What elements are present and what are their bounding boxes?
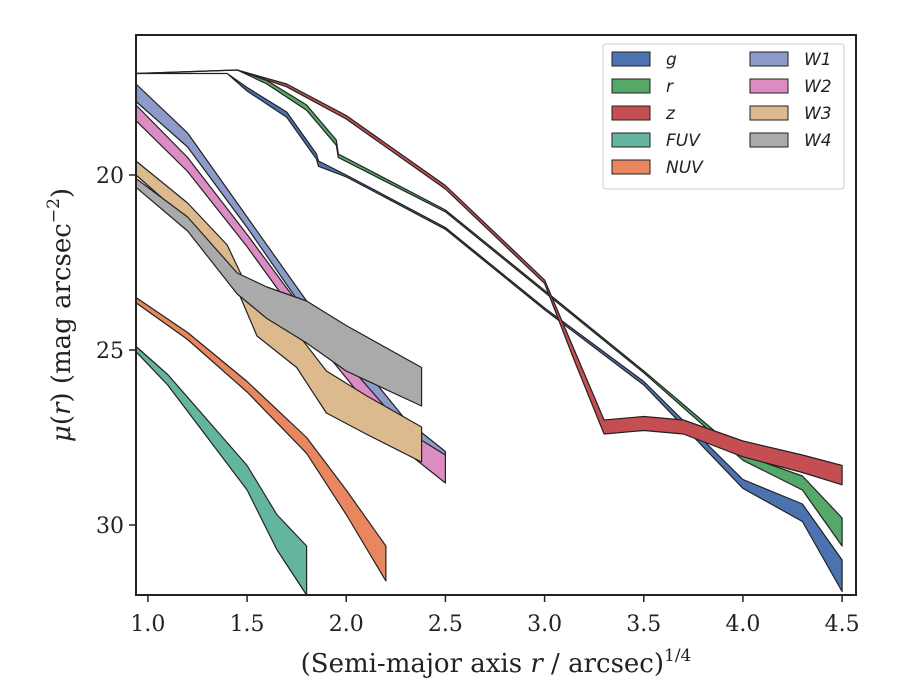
legend-label-r: r <box>666 77 674 97</box>
legend-swatch-z <box>611 105 651 121</box>
x-tick-label: 1.0 <box>130 612 165 637</box>
legend: grz FUV NUV W1 W2 W3 W4 <box>602 43 845 190</box>
y-tick-label: 20 <box>96 164 124 189</box>
series-band-w2 <box>135 104 446 484</box>
x-tick-label: 4.0 <box>725 612 760 637</box>
legend-label-w3: W3 <box>804 104 832 124</box>
legend-label-nuv: NUV <box>666 158 704 178</box>
y-axis-ticks: 20 25 30 <box>96 164 136 539</box>
x-tick-label: 4.5 <box>825 612 860 637</box>
series-band-nuv <box>135 296 387 582</box>
y-tick-label: 30 <box>96 514 124 539</box>
legend-label-g: g <box>666 50 677 70</box>
x-tick-label: 3.0 <box>527 612 562 637</box>
legend-swatch-w4 <box>749 132 789 148</box>
series-band-w4 <box>135 177 423 407</box>
legend-label-fuv: FUV <box>666 131 701 151</box>
legend-swatch-w2 <box>749 78 789 94</box>
x-tick-label: 2.5 <box>428 612 463 637</box>
series-band-r <box>135 69 843 547</box>
legend-swatch-g <box>611 51 651 67</box>
y-tick-label: 25 <box>96 339 124 364</box>
legend-label-z: z <box>665 104 676 124</box>
x-tick-label: 3.5 <box>626 612 661 637</box>
legend-label-w4: W4 <box>804 131 832 151</box>
legend-swatch-fuv <box>611 132 651 148</box>
series-band-z <box>135 69 843 486</box>
legend-swatch-w3 <box>749 105 789 121</box>
legend-swatch-nuv <box>611 159 651 175</box>
legend-label-w2: W2 <box>804 77 832 97</box>
series-bands <box>135 69 843 596</box>
legend-label-w1: W1 <box>804 50 832 70</box>
series-band-g <box>135 72 843 593</box>
legend-swatch-w1 <box>749 51 789 67</box>
plot-frame <box>135 34 857 596</box>
y-axis-title: μ(r) (mag arcsec−2) <box>44 188 77 442</box>
x-tick-label: 1.5 <box>230 612 265 637</box>
legend-swatch-r <box>611 78 651 94</box>
x-axis-ticks: 1.0 1.5 2.0 2.5 3.0 3.5 4.0 4.5 <box>130 595 860 637</box>
x-axis-title: (Semi-major axis r / arcsec)1/4 <box>301 646 692 679</box>
x-tick-label: 2.0 <box>329 612 364 637</box>
